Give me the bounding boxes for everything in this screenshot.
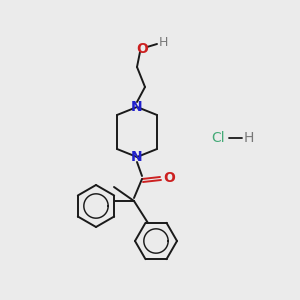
Text: O: O xyxy=(163,171,175,185)
Text: N: N xyxy=(131,150,143,164)
Text: Cl: Cl xyxy=(211,131,225,145)
Text: N: N xyxy=(131,100,143,114)
Text: H: H xyxy=(158,37,168,50)
Text: H: H xyxy=(244,131,254,145)
Text: O: O xyxy=(136,42,148,56)
